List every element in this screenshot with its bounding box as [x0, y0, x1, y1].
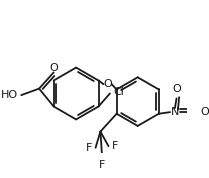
- Text: Cl: Cl: [113, 87, 124, 97]
- Text: F: F: [99, 160, 105, 170]
- Text: O: O: [200, 107, 209, 117]
- Text: O: O: [172, 84, 181, 95]
- Text: F: F: [86, 143, 92, 153]
- Text: F: F: [112, 141, 118, 151]
- Text: N: N: [171, 107, 179, 117]
- Text: O: O: [103, 79, 112, 89]
- Text: O: O: [49, 63, 58, 73]
- Text: HO: HO: [1, 90, 18, 100]
